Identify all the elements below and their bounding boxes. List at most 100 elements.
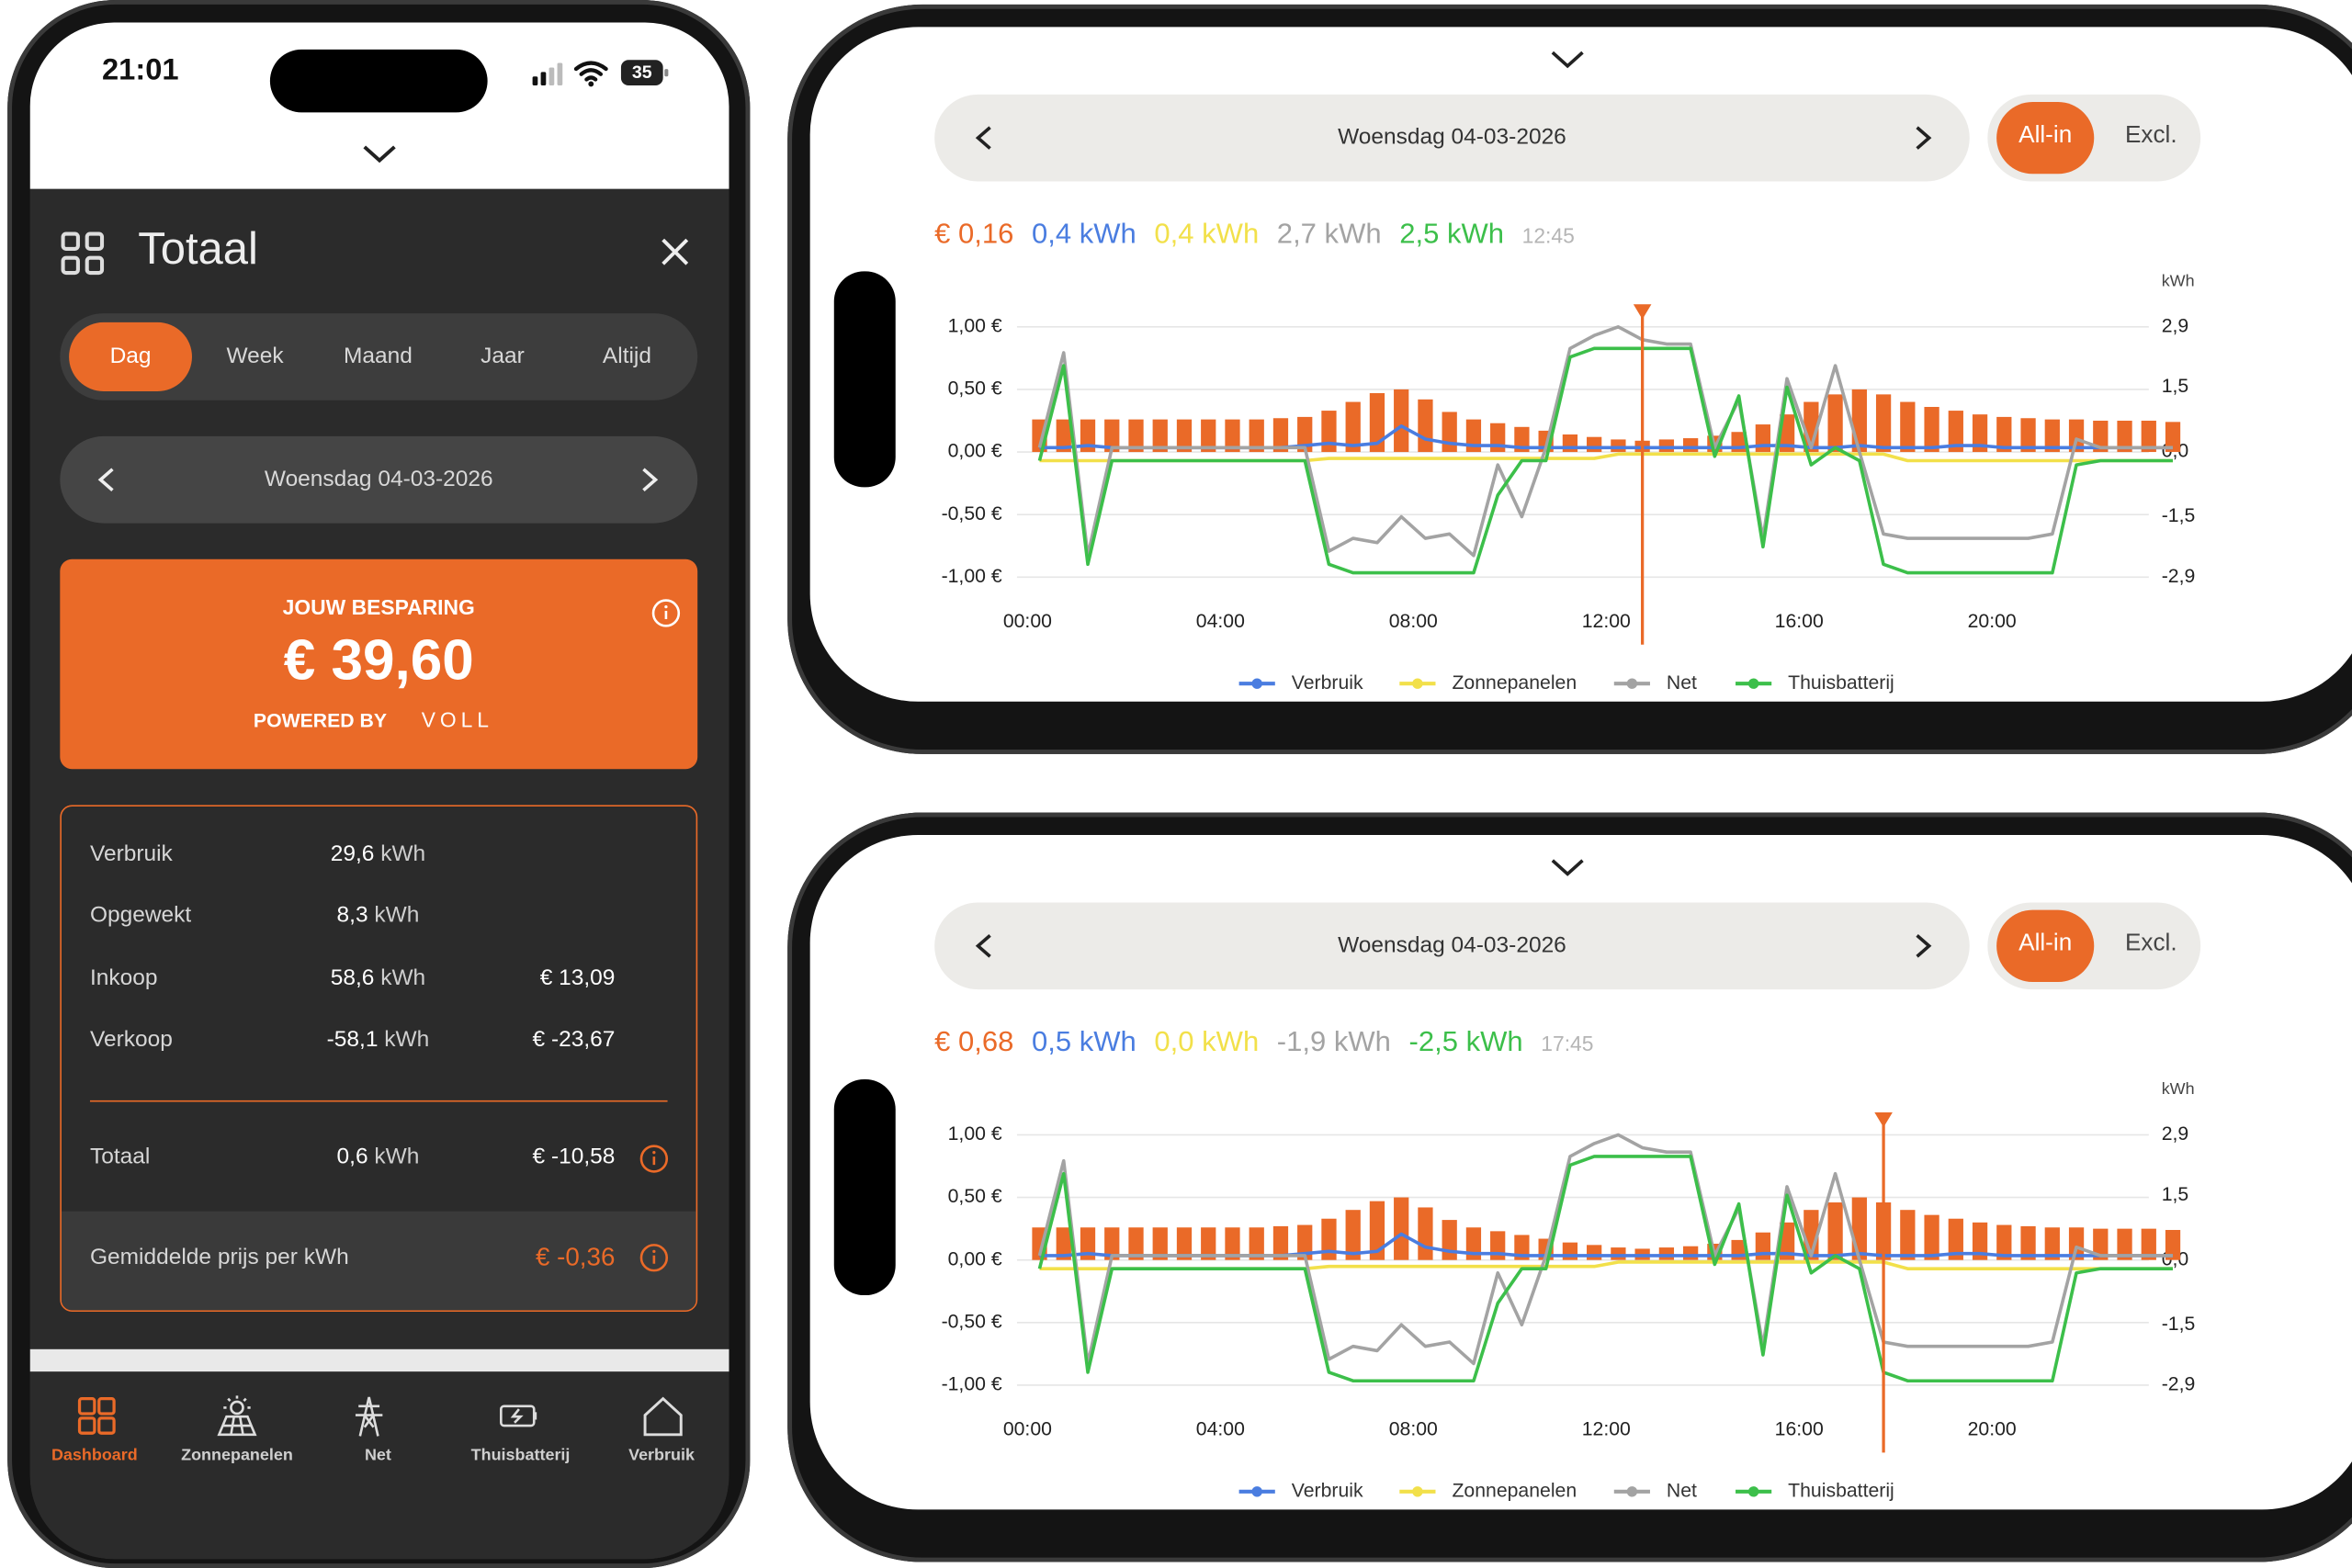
sheet-strip	[29, 1348, 729, 1372]
tab-label[interactable]: Thuisbatterij	[470, 1446, 571, 1465]
y-tick-label: 0,00 €	[948, 441, 1002, 462]
y-tick-label: -0,50 €	[942, 503, 1002, 525]
price-bar	[2165, 1229, 2181, 1260]
row-value: 29,6 kWh	[288, 841, 468, 867]
phone-frame: 21:01 35 Totaal Dag Week Maand Jaar Alti…	[7, 0, 751, 1568]
price-bar	[1827, 1202, 1843, 1260]
price-bar	[1900, 401, 1916, 453]
collapse-chevron[interactable]	[1548, 48, 1587, 72]
toggle-active	[1996, 909, 2095, 982]
unit: kWh	[380, 840, 426, 867]
price-bar	[1321, 1218, 1337, 1260]
toggle-label[interactable]: All-in	[2018, 931, 2073, 957]
price-bar	[2141, 420, 2156, 453]
prev-button[interactable]	[96, 467, 117, 493]
price-bar	[1658, 439, 1675, 453]
legend-dot	[1251, 678, 1262, 689]
info-icon[interactable]	[638, 1143, 671, 1176]
readout-value: -1,9 kWh	[1276, 1026, 1391, 1059]
unit: kWh	[380, 965, 426, 991]
x-tick-label: 08:00	[1389, 611, 1438, 632]
price-bar	[1272, 418, 1289, 453]
readout-value: € 0,68	[934, 1026, 1014, 1059]
grid-icon	[61, 231, 105, 276]
dynamic-island	[833, 271, 896, 488]
price-bar	[2141, 1228, 2156, 1260]
x-tick-label: 20:00	[1968, 1419, 2017, 1440]
row-label: Inkoop	[89, 965, 158, 991]
price-bar	[1587, 1245, 1602, 1260]
cursor-marker	[1633, 304, 1652, 320]
tab-label[interactable]: Dag	[109, 343, 152, 369]
average-row-bg	[61, 1211, 696, 1311]
prev-button[interactable]	[974, 124, 995, 151]
savings-amount: € 39,60	[283, 629, 474, 693]
tab-label[interactable]: Net	[364, 1446, 391, 1465]
legend-dot	[1626, 678, 1638, 689]
tab-label[interactable]: Verbruik	[628, 1446, 695, 1465]
y2-tick-label: -2,9	[2162, 1374, 2196, 1395]
price-bar	[2068, 1227, 2085, 1260]
dynamic-island	[269, 49, 488, 113]
row-label: Opgewekt	[89, 902, 192, 929]
price-bar	[1996, 1224, 2012, 1260]
price-bar	[1442, 412, 1457, 453]
y-tick-label: -1,00 €	[942, 566, 1002, 587]
tab-label[interactable]: Week	[226, 343, 284, 369]
price-bar	[1321, 411, 1337, 453]
y2-tick-label: 1,5	[2162, 1184, 2189, 1205]
row-value: 8,3 kWh	[288, 902, 468, 928]
info-icon[interactable]	[638, 1241, 671, 1274]
price-bar	[1394, 1197, 1409, 1260]
legend-label: Verbruik	[1292, 672, 1363, 694]
close-button[interactable]	[660, 237, 690, 267]
next-button[interactable]	[1913, 932, 1934, 959]
period-tabs: Dag Week Maand Jaar Altijd	[60, 313, 698, 400]
price-bar	[1490, 1231, 1506, 1260]
next-button[interactable]	[1913, 124, 1934, 151]
tab-label[interactable]: Dashboard	[51, 1446, 138, 1465]
next-button[interactable]	[639, 467, 661, 493]
price-bar	[1369, 393, 1385, 453]
readout-value: 2,5 kWh	[1399, 219, 1505, 251]
collapse-chevron[interactable]	[360, 142, 399, 166]
series-line	[1037, 1155, 2173, 1383]
legend-dot	[1412, 1486, 1423, 1497]
collapse-chevron[interactable]	[1548, 856, 1587, 880]
price-bar	[1225, 419, 1240, 453]
x-tick-label: 00:00	[1003, 611, 1052, 632]
price-bar	[1201, 419, 1216, 453]
legend-label: Zonnepanelen	[1452, 672, 1577, 694]
price-bar	[1152, 1227, 1168, 1260]
price-bar	[1900, 1210, 1916, 1260]
price-bar	[1851, 1197, 1867, 1260]
price-bar	[1104, 419, 1120, 453]
price-bar	[1948, 411, 1963, 453]
price-bar	[2044, 419, 2060, 453]
dynamic-island	[833, 1079, 896, 1296]
table-row: Verbruik 29,6 kWh	[60, 841, 697, 872]
info-icon[interactable]	[650, 597, 683, 630]
price-bar	[1658, 1247, 1675, 1260]
tab-label[interactable]: Zonnepanelen	[181, 1446, 293, 1465]
row-value: -58,1 kWh	[288, 1027, 468, 1053]
toggle-active	[1996, 101, 2095, 175]
tab-label[interactable]: Altijd	[602, 343, 651, 369]
row-cost: € -23,67	[532, 1026, 616, 1053]
tab-label[interactable]: Maand	[343, 343, 413, 369]
tab-label[interactable]: Jaar	[481, 343, 525, 369]
prev-button[interactable]	[974, 932, 995, 959]
price-bar	[1682, 1246, 1699, 1260]
y2-axis-label: kWh	[2162, 272, 2195, 290]
x-tick-label: 04:00	[1196, 611, 1245, 632]
toggle-label[interactable]: Excl.	[2124, 931, 2177, 957]
table-row: Verkoop -58,1 kWh € -23,67	[60, 1027, 697, 1057]
status-icons	[532, 60, 669, 87]
y2-tick-label: -1,5	[2162, 505, 2196, 526]
toggle-label[interactable]: Excl.	[2124, 122, 2177, 149]
legend-label: Thuisbatterij	[1788, 672, 1894, 694]
readout: € 0,16 0,4 kWh 0,4 kWh 2,7 kWh 2,5 kWh 12:45	[934, 219, 1575, 252]
toggle-label[interactable]: All-in	[2018, 122, 2073, 149]
table-row: Inkoop 58,6 kWh € 13,09	[60, 965, 697, 996]
y-tick-label: 0,00 €	[948, 1248, 1002, 1269]
